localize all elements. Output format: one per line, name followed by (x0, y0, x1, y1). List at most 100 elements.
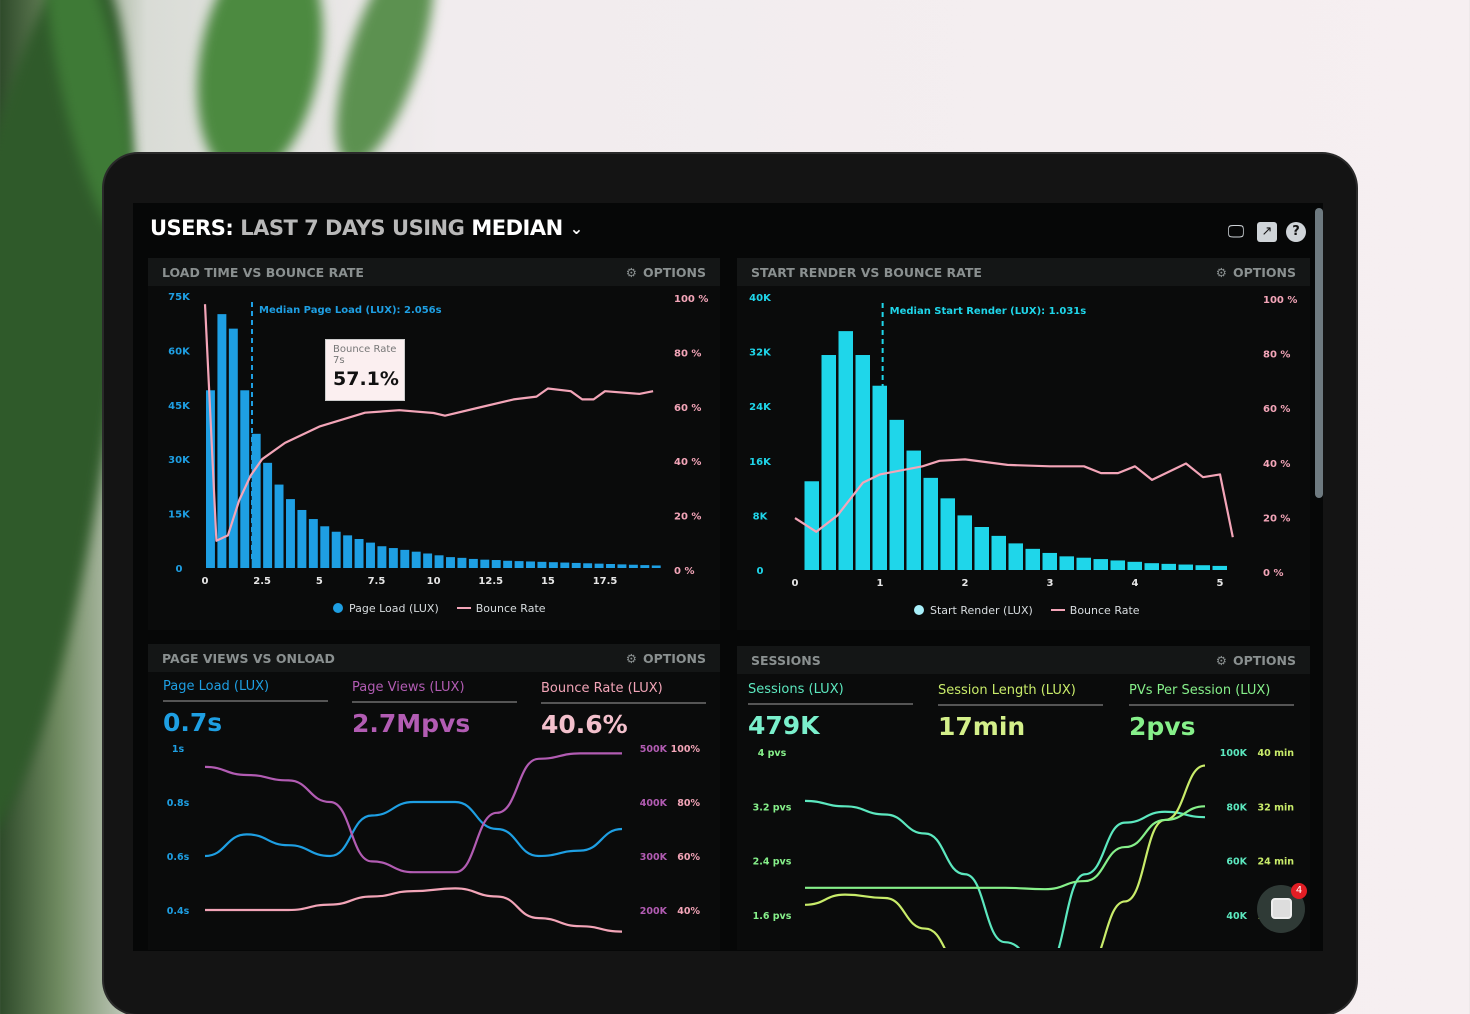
histogram-bar (594, 563, 604, 568)
histogram-bar (940, 498, 955, 570)
legend-item[interactable]: Start Render (LUX) (914, 604, 1033, 617)
panel-page-views: PAGE VIEWS VS ONLOAD ⚙ OPTIONS (148, 644, 720, 950)
bounce-rate-line (203, 304, 654, 542)
kpi-sessions[interactable]: Sessions (LUX) 479K (748, 682, 913, 740)
axis-tick-label: 4 (1132, 578, 1139, 589)
axis-tick-label: 0 % (674, 566, 694, 577)
axis-tick-label: 24K (749, 402, 772, 413)
kpi-bounce-rate[interactable]: Bounce Rate (LUX) 40.6% (541, 681, 706, 739)
axis-tick-label: 0 (176, 564, 183, 575)
histogram-bar (514, 561, 524, 568)
chart-load-time[interactable]: Median Page Load (LUX): 2.056s 0 15K 30K 45K… (0, 0, 1470, 980)
kpi-pvs-per-session[interactable]: PVs Per Session (LUX) 2pvs (1129, 683, 1294, 741)
kpi-page-load[interactable]: Page Load (LUX) 0.7s (163, 679, 328, 737)
histogram-bar (366, 542, 375, 568)
histogram-bar (957, 515, 972, 570)
histogram-bar (480, 559, 490, 568)
options-button[interactable]: ⚙ OPTIONS (1215, 652, 1296, 668)
histogram-bar (571, 562, 581, 568)
axis-tick-label: 100 % (674, 294, 708, 305)
axis-tick-label: 1.6 pvs (753, 911, 792, 922)
axis-tick-label: 17.5 (593, 576, 618, 587)
axis-tick-label: 20 % (674, 512, 701, 523)
histogram-bar (423, 553, 433, 568)
axis-tick-label: 40 % (674, 457, 701, 468)
scrollbar[interactable] (1315, 208, 1323, 498)
help-icon[interactable]: ? (1286, 222, 1306, 242)
histogram-bar (411, 551, 421, 568)
axis-tick-label: 0.6s (167, 852, 190, 863)
chat-icon (1271, 898, 1292, 919)
median-label: Median Page Load (LUX): 2.056s (259, 305, 442, 316)
histogram-bar (388, 548, 398, 568)
kpi-session-length[interactable]: Session Length (LUX) 17min (938, 683, 1103, 741)
histogram-bar (1076, 557, 1091, 570)
axis-tick-label: 200K (640, 906, 668, 917)
legend-line-icon (456, 607, 471, 609)
axis-tick-label: 100 % (1263, 295, 1297, 306)
monitor-icon[interactable]: 🖵 (1227, 222, 1245, 242)
axis-tick-label: 1 (877, 578, 884, 589)
options-button[interactable]: ⚙ OPTIONS (625, 264, 706, 280)
axis-tick-label: 24 min (1258, 857, 1295, 868)
legend-line-icon (1050, 609, 1065, 611)
histogram-bar (263, 462, 273, 568)
histogram-bar (583, 563, 593, 568)
histogram-bar (1093, 559, 1108, 570)
legend-item[interactable]: Bounce Rate (456, 602, 546, 615)
histogram-bar (1110, 560, 1125, 570)
axis-tick-label: 5 (1217, 578, 1224, 589)
panel-title: START RENDER VS BOUNCE RATE (751, 264, 982, 280)
axis-tick-label: 60K (168, 346, 191, 357)
histogram-bar (503, 560, 513, 568)
histogram-bar (651, 565, 661, 568)
axis-tick-label: 10 (427, 576, 441, 587)
histogram-bar (228, 328, 238, 568)
histogram-bar (889, 419, 904, 570)
histogram-bar (1025, 548, 1040, 570)
histogram-bar (838, 331, 853, 570)
histogram-bar (617, 564, 627, 568)
axis-tick-label: 0 (757, 566, 764, 577)
axis-tick-label: 0.4s (167, 906, 190, 917)
axis-tick-label: 1s (172, 744, 185, 755)
histogram-bar (251, 433, 261, 568)
title-range[interactable]: LAST 7 DAYS (240, 216, 386, 240)
gear-icon: ⚙ (1215, 652, 1227, 668)
title-prefix: USERS: (150, 216, 234, 240)
legend-item[interactable]: Bounce Rate (1050, 604, 1140, 617)
histogram-bar (286, 499, 295, 568)
chevron-down-icon[interactable]: ⌄ (569, 218, 583, 238)
options-button[interactable]: ⚙ OPTIONS (625, 650, 706, 666)
histogram-bar (206, 390, 215, 568)
axis-tick-label: 75K (168, 292, 191, 303)
axis-tick-label: 80 % (1263, 350, 1290, 361)
histogram-bar (491, 560, 501, 568)
series-line (204, 752, 622, 874)
axis-tick-label: 4 pvs (758, 748, 787, 759)
title-stat[interactable]: MEDIAN (471, 216, 563, 240)
histogram-bar (855, 355, 870, 570)
histogram-bar (640, 565, 650, 568)
kpi-page-views[interactable]: Page Views (LUX) 2.7Mpvs (352, 680, 517, 738)
histogram-bar (1144, 563, 1159, 570)
axis-tick-label: 2 (962, 578, 969, 589)
histogram-bar (628, 564, 638, 568)
legend-load-time: Page Load (LUX) Bounce Rate (333, 602, 546, 615)
legend-item[interactable]: Page Load (LUX) (333, 602, 439, 615)
histogram-bar (526, 561, 535, 568)
page-title[interactable]: USERS: LAST 7 DAYS USING MEDIAN ⌄ (150, 216, 583, 240)
histogram-bar (343, 535, 353, 568)
options-button[interactable]: ⚙ OPTIONS (1215, 264, 1296, 280)
axis-tick-label: 60 % (1263, 404, 1290, 415)
series-line (804, 764, 1206, 948)
histogram-bar (468, 558, 478, 568)
share-icon[interactable]: ↗ (1257, 222, 1277, 242)
histogram-bar (217, 314, 227, 568)
gear-icon: ⚙ (625, 264, 637, 280)
axis-tick-label: 40K (1226, 911, 1247, 922)
histogram-bar (606, 564, 615, 568)
axis-tick-label: 20 % (1263, 513, 1290, 524)
axis-tick-label: 80% (677, 798, 700, 809)
panel-sessions: SESSIONS ⚙ OPTIONS (737, 646, 1310, 950)
